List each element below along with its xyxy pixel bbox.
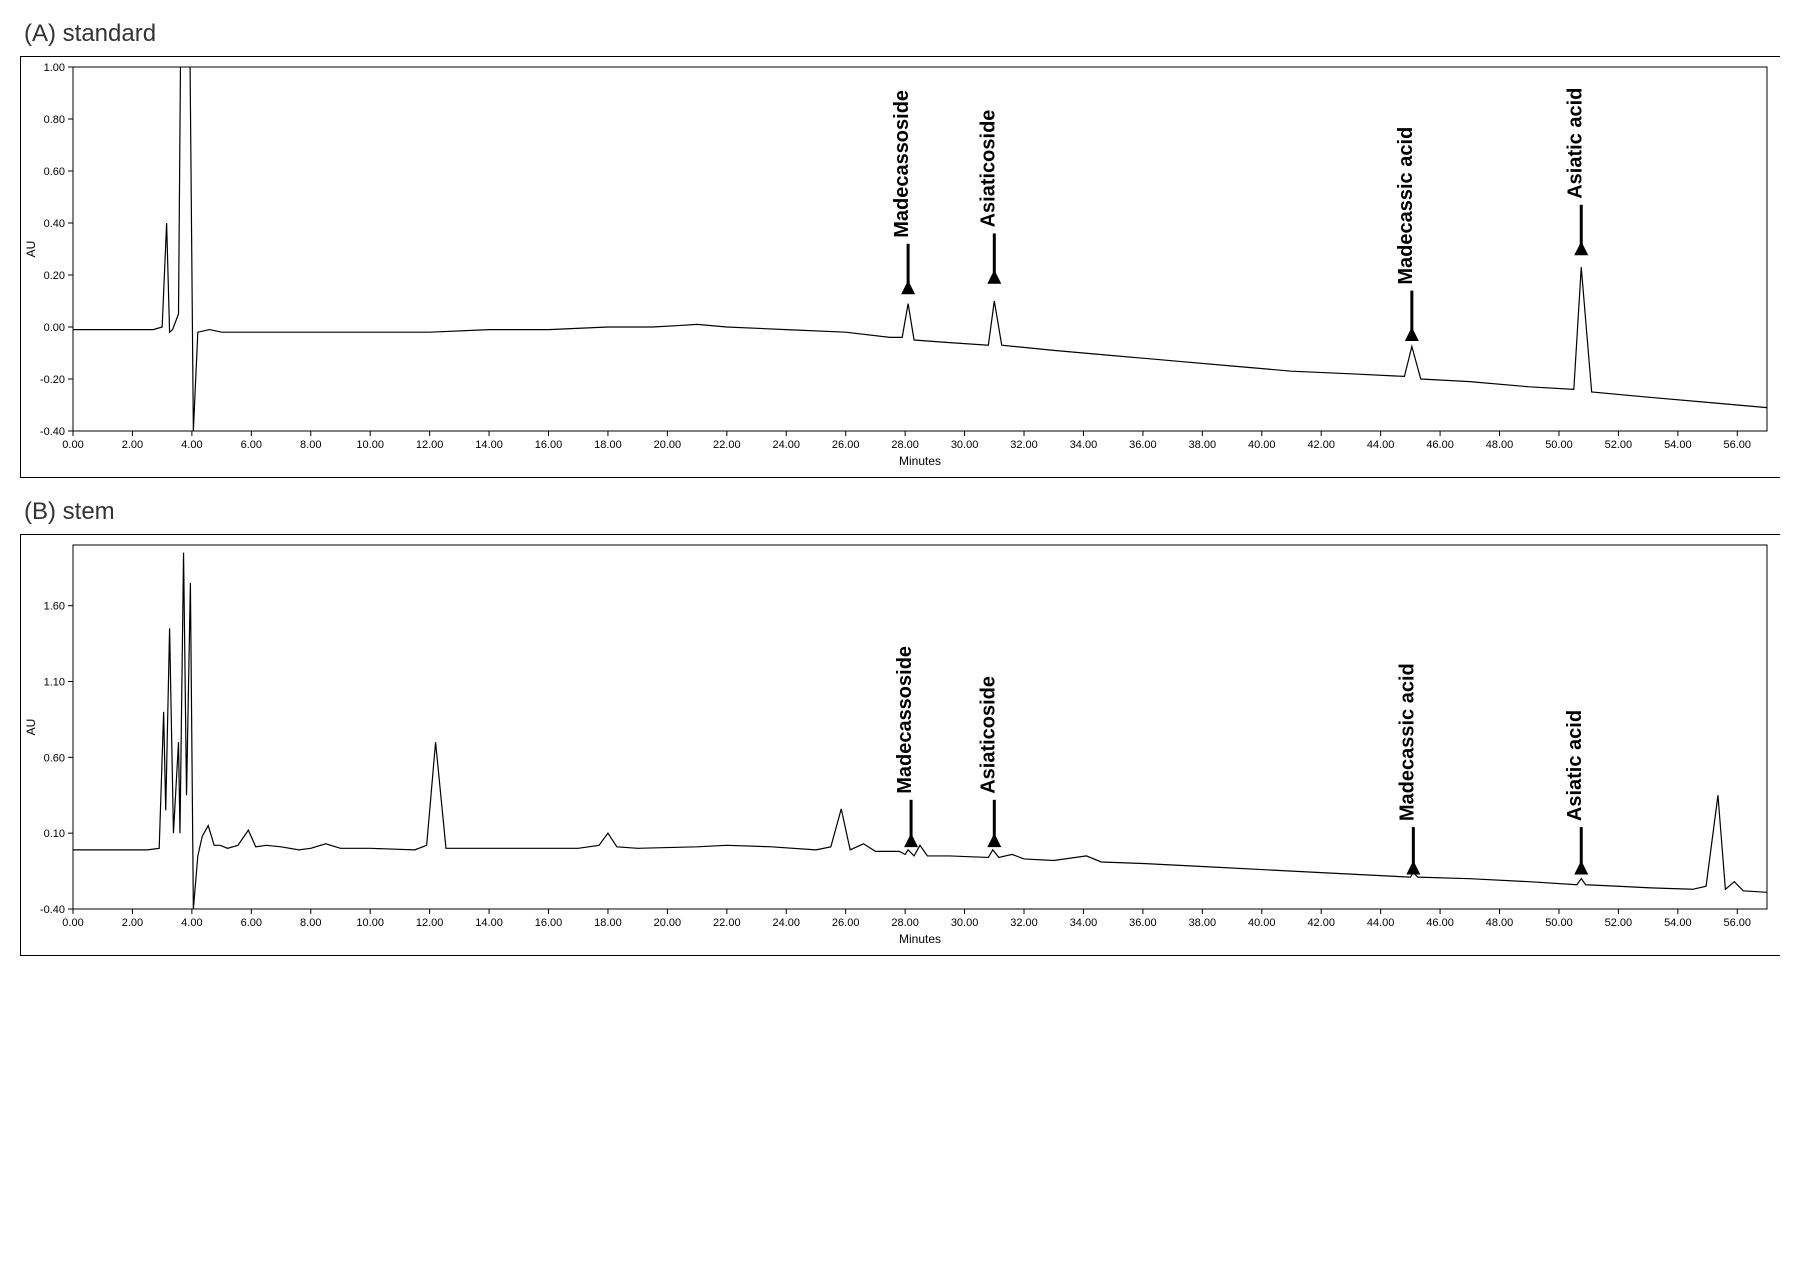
svg-text:14.00: 14.00 [475, 917, 503, 929]
svg-text:0.60: 0.60 [44, 166, 65, 178]
svg-text:26.00: 26.00 [832, 917, 860, 929]
svg-text:4.00: 4.00 [181, 917, 202, 929]
figure-root: (A) standard -0.40 -0.20 0.00 0.20 0.40 0.60 0.… [20, 20, 1782, 956]
svg-text:48.00: 48.00 [1486, 439, 1514, 451]
chromatogram-svg: -0.40 0.10 0.60 1.10 1.60 AU 0.00 2.00 4.00 6.00 8… [21, 535, 1781, 955]
svg-text:30.00: 30.00 [951, 917, 979, 929]
svg-text:12.00: 12.00 [416, 439, 444, 451]
svg-text:24.00: 24.00 [772, 917, 800, 929]
svg-text:44.00: 44.00 [1367, 439, 1395, 451]
svg-text:0.00: 0.00 [62, 439, 83, 451]
svg-text:4.00: 4.00 [181, 439, 202, 451]
svg-text:34.00: 34.00 [1070, 917, 1098, 929]
svg-text:10.00: 10.00 [356, 439, 384, 451]
svg-text:10.00: 10.00 [356, 917, 384, 929]
svg-text:2.00: 2.00 [122, 439, 143, 451]
svg-text:2.00: 2.00 [122, 917, 143, 929]
svg-text:1.00: 1.00 [44, 62, 65, 74]
svg-text:-0.40: -0.40 [40, 904, 65, 916]
peak-label: Madecassoside [894, 646, 916, 794]
svg-text:12.00: 12.00 [416, 917, 444, 929]
svg-text:30.00: 30.00 [951, 439, 979, 451]
svg-text:20.00: 20.00 [654, 917, 682, 929]
svg-text:34.00: 34.00 [1070, 439, 1098, 451]
svg-text:0.40: 0.40 [44, 218, 65, 230]
y-axis-label: AU [24, 241, 38, 258]
svg-text:0.00: 0.00 [44, 322, 65, 334]
peak-label: Asiaticoside [977, 110, 999, 228]
svg-text:14.00: 14.00 [475, 439, 503, 451]
peak-label: Madecassic acid [1395, 127, 1417, 285]
svg-text:52.00: 52.00 [1605, 917, 1633, 929]
svg-text:38.00: 38.00 [1189, 439, 1217, 451]
svg-text:36.00: 36.00 [1129, 439, 1157, 451]
svg-text:18.00: 18.00 [594, 439, 622, 451]
peak-label: Madecassic acid [1396, 663, 1418, 821]
svg-text:8.00: 8.00 [300, 439, 321, 451]
svg-text:0.00: 0.00 [62, 917, 83, 929]
svg-text:32.00: 32.00 [1010, 917, 1038, 929]
svg-text:42.00: 42.00 [1307, 917, 1335, 929]
svg-text:0.20: 0.20 [44, 270, 65, 282]
svg-text:22.00: 22.00 [713, 439, 741, 451]
svg-text:16.00: 16.00 [535, 917, 563, 929]
svg-text:50.00: 50.00 [1545, 439, 1573, 451]
chromatogram-svg: -0.40 -0.20 0.00 0.20 0.40 0.60 0.80 1.00 AU 0.00… [21, 57, 1781, 477]
peak-label: Asiatic acid [1564, 710, 1586, 821]
svg-text:36.00: 36.00 [1129, 917, 1157, 929]
svg-text:52.00: 52.00 [1605, 439, 1633, 451]
svg-text:38.00: 38.00 [1189, 917, 1217, 929]
svg-text:54.00: 54.00 [1664, 439, 1692, 451]
svg-text:48.00: 48.00 [1486, 917, 1514, 929]
svg-text:0.80: 0.80 [44, 114, 65, 126]
svg-text:24.00: 24.00 [772, 439, 800, 451]
svg-text:1.10: 1.10 [44, 677, 65, 689]
panel-title: (B) stem [24, 498, 1782, 526]
panel-title: (A) standard [24, 20, 1782, 48]
y-axis-label: AU [24, 719, 38, 736]
svg-text:6.00: 6.00 [241, 439, 262, 451]
svg-text:56.00: 56.00 [1724, 439, 1752, 451]
svg-text:0.60: 0.60 [44, 752, 65, 764]
peak-label: Asiaticoside [977, 676, 999, 794]
x-axis-label: Minutes [899, 932, 941, 946]
svg-text:8.00: 8.00 [300, 917, 321, 929]
svg-text:40.00: 40.00 [1248, 917, 1276, 929]
chart-container: -0.40 -0.20 0.00 0.20 0.40 0.60 0.80 1.00 AU 0.00… [20, 56, 1780, 478]
svg-text:28.00: 28.00 [891, 439, 919, 451]
svg-text:6.00: 6.00 [241, 917, 262, 929]
svg-text:42.00: 42.00 [1307, 439, 1335, 451]
chromatogram-panel-A: (A) standard -0.40 -0.20 0.00 0.20 0.40 0.60 0.… [20, 20, 1782, 478]
peak-label: Asiatic acid [1564, 88, 1586, 199]
svg-text:18.00: 18.00 [594, 917, 622, 929]
chart-container: -0.40 0.10 0.60 1.10 1.60 AU 0.00 2.00 4.00 6.00 8… [20, 534, 1780, 956]
svg-text:32.00: 32.00 [1010, 439, 1038, 451]
x-axis-label: Minutes [899, 454, 941, 468]
svg-text:56.00: 56.00 [1724, 917, 1752, 929]
svg-text:50.00: 50.00 [1545, 917, 1573, 929]
svg-text:40.00: 40.00 [1248, 439, 1276, 451]
svg-text:0.10: 0.10 [44, 828, 65, 840]
peak-label: Madecassoside [891, 90, 913, 238]
chromatogram-panel-B: (B) stem -0.40 0.10 0.60 1.10 1.60 AU 0.00 2.00 4… [20, 498, 1782, 956]
svg-text:1.60: 1.60 [44, 601, 65, 613]
svg-text:-0.40: -0.40 [40, 426, 65, 438]
svg-text:28.00: 28.00 [891, 917, 919, 929]
svg-text:16.00: 16.00 [535, 439, 563, 451]
svg-text:26.00: 26.00 [832, 439, 860, 451]
svg-text:44.00: 44.00 [1367, 917, 1395, 929]
svg-text:46.00: 46.00 [1426, 439, 1454, 451]
svg-text:54.00: 54.00 [1664, 917, 1692, 929]
svg-text:-0.20: -0.20 [40, 374, 65, 386]
svg-text:20.00: 20.00 [654, 439, 682, 451]
svg-text:22.00: 22.00 [713, 917, 741, 929]
svg-text:46.00: 46.00 [1426, 917, 1454, 929]
